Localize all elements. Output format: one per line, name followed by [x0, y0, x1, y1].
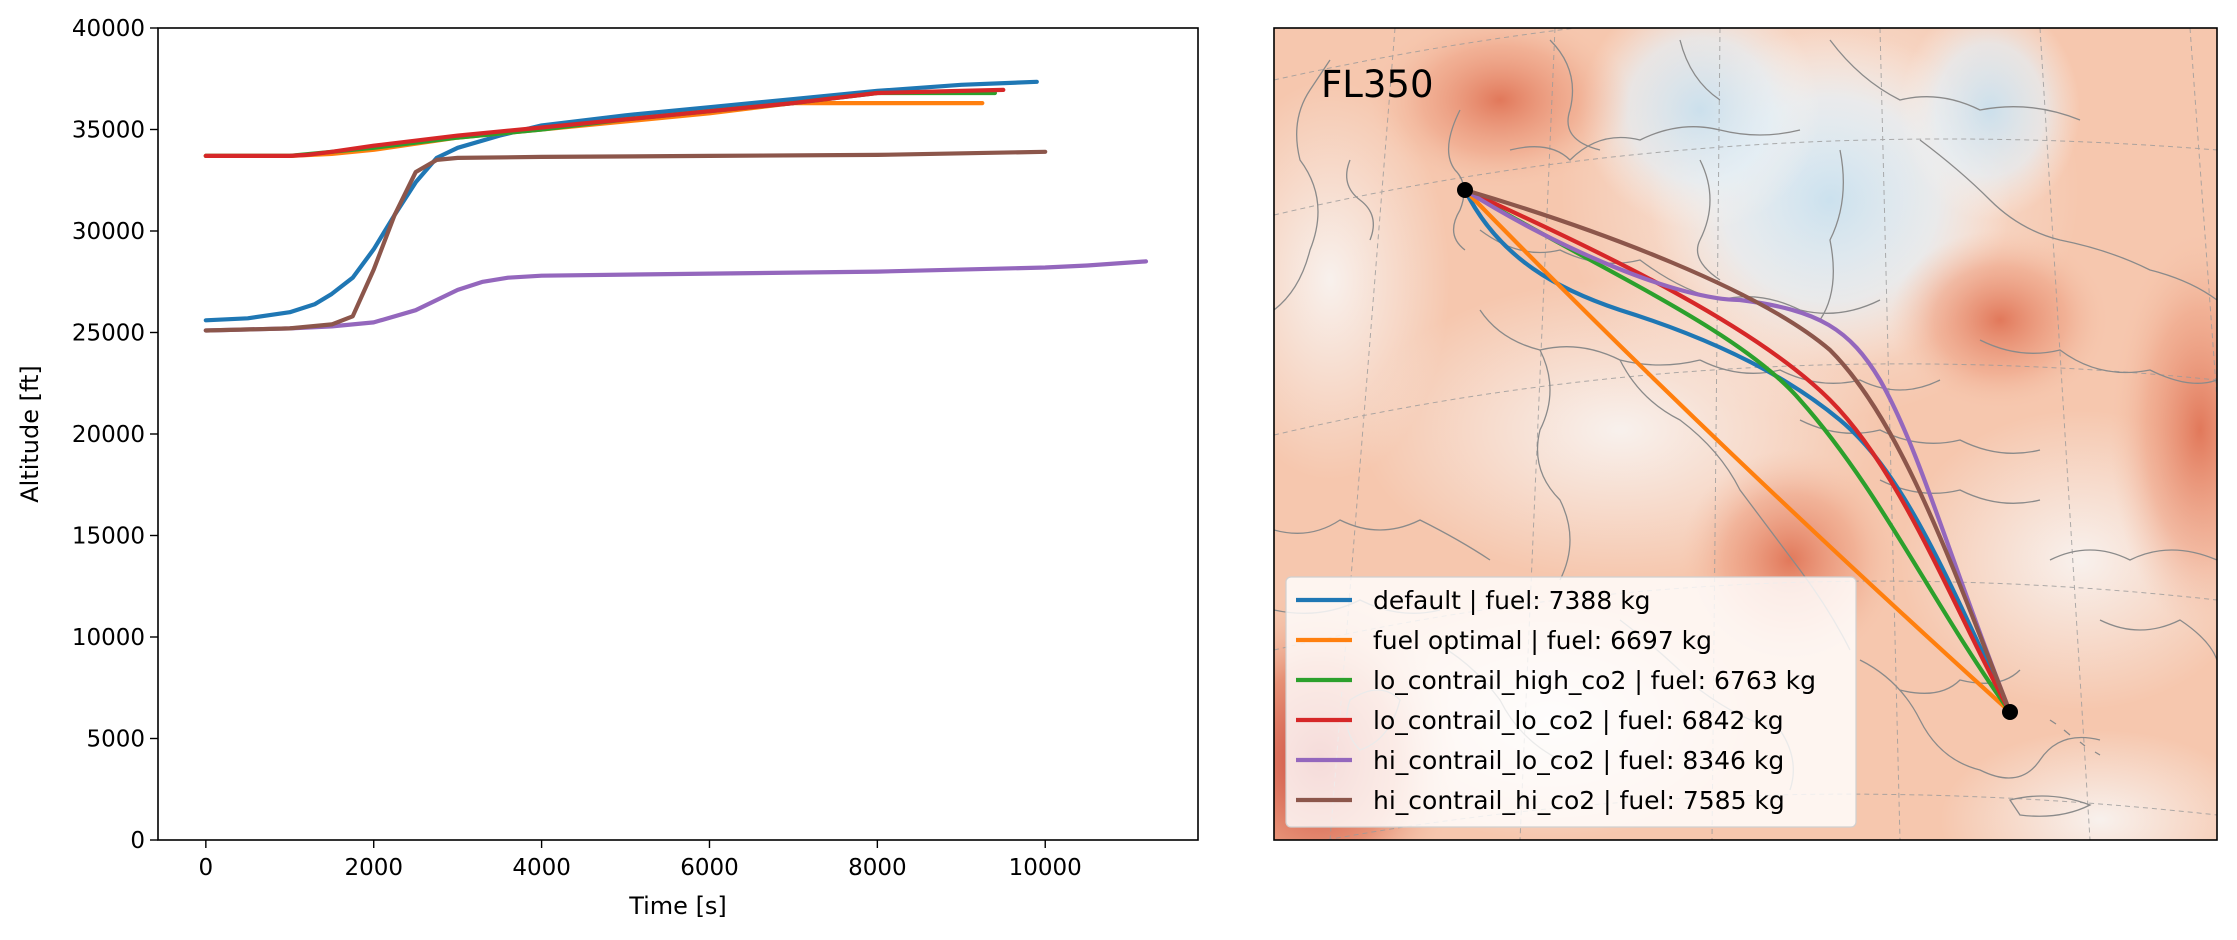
- y-tick-label: 5000: [86, 727, 145, 753]
- route-hi_contrail_hi_co2: [1462, 187, 2013, 715]
- altitude-line-default: [203, 79, 1039, 323]
- y-tick-label: 10000: [72, 625, 145, 651]
- altitude-line-fuel_optimal: [203, 100, 985, 158]
- altitude-line-lo_contrail_lo_co2: [203, 87, 1006, 158]
- x-tick-label: 4000: [512, 855, 571, 881]
- legend-box: [1285, 576, 1857, 828]
- route-lo_contrail_high_co2: [1462, 187, 2013, 715]
- altitude-line-hi_contrail_hi_co2: [203, 149, 1048, 333]
- legend-label-lo_contrail_high_co2: lo_contrail_high_co2 | fuel: 6763 kg: [1373, 666, 1816, 695]
- x-tick-label: 6000: [680, 855, 739, 881]
- legend-label-default: default | fuel: 7388 kg: [1373, 586, 1651, 615]
- altitude-line-hi_contrail_lo_co2: [203, 259, 1149, 333]
- route-map: FL350 default | fuel: 7388 kg fuel optima…: [1273, 27, 2218, 841]
- map-legend: default | fuel: 7388 kg fuel optimal | fu…: [1285, 576, 1857, 828]
- x-tick-label: 8000: [848, 855, 907, 881]
- altitude-chart: 0 2000 4000 6000 8000 10000 0 5000 10000 15000 20…: [16, 16, 1199, 920]
- route-lines: [1462, 187, 2013, 715]
- y-tick-label: 0: [130, 828, 145, 854]
- altitude-x-axis-label: Time [s]: [628, 892, 727, 920]
- y-tick-label: 30000: [72, 219, 145, 245]
- altitude-y-axis-label: Altitude [ft]: [16, 365, 44, 503]
- y-tick-label: 40000: [72, 16, 145, 42]
- altitude-y-ticks: 0 5000 10000 15000 20000 25000 30000 35000 40000: [72, 16, 158, 854]
- x-tick-label: 10000: [1009, 855, 1082, 881]
- origin-marker: [1457, 182, 1473, 198]
- x-tick-label: 2000: [344, 855, 403, 881]
- altitude-x-ticks: 0 2000 4000 6000 8000 10000: [199, 840, 1082, 881]
- route-fuel_optimal: [1462, 187, 2013, 715]
- y-tick-label: 35000: [72, 118, 145, 144]
- legend-label-fuel_optimal: fuel optimal | fuel: 6697 kg: [1373, 626, 1712, 655]
- x-tick-label: 0: [199, 855, 214, 881]
- destination-marker: [2002, 704, 2018, 720]
- map-title: FL350: [1321, 63, 1434, 106]
- legend-label-hi_contrail_lo_co2: hi_contrail_lo_co2 | fuel: 8346 kg: [1373, 746, 1784, 775]
- route-default: [1462, 187, 2013, 715]
- legend-label-lo_contrail_lo_co2: lo_contrail_lo_co2 | fuel: 6842 kg: [1373, 706, 1784, 735]
- y-tick-label: 20000: [72, 422, 145, 448]
- map-frame: [1273, 27, 2218, 841]
- legend-entries: default | fuel: 7388 kg fuel optimal | fu…: [1296, 586, 1816, 815]
- y-tick-label: 25000: [72, 321, 145, 347]
- legend-label-hi_contrail_hi_co2: hi_contrail_hi_co2 | fuel: 7585 kg: [1373, 786, 1785, 815]
- route-hi_contrail_lo_co2: [1462, 187, 2013, 715]
- y-tick-label: 15000: [72, 524, 145, 550]
- route-lo_contrail_lo_co2: [1462, 187, 2013, 715]
- altitude-series: [203, 79, 1149, 333]
